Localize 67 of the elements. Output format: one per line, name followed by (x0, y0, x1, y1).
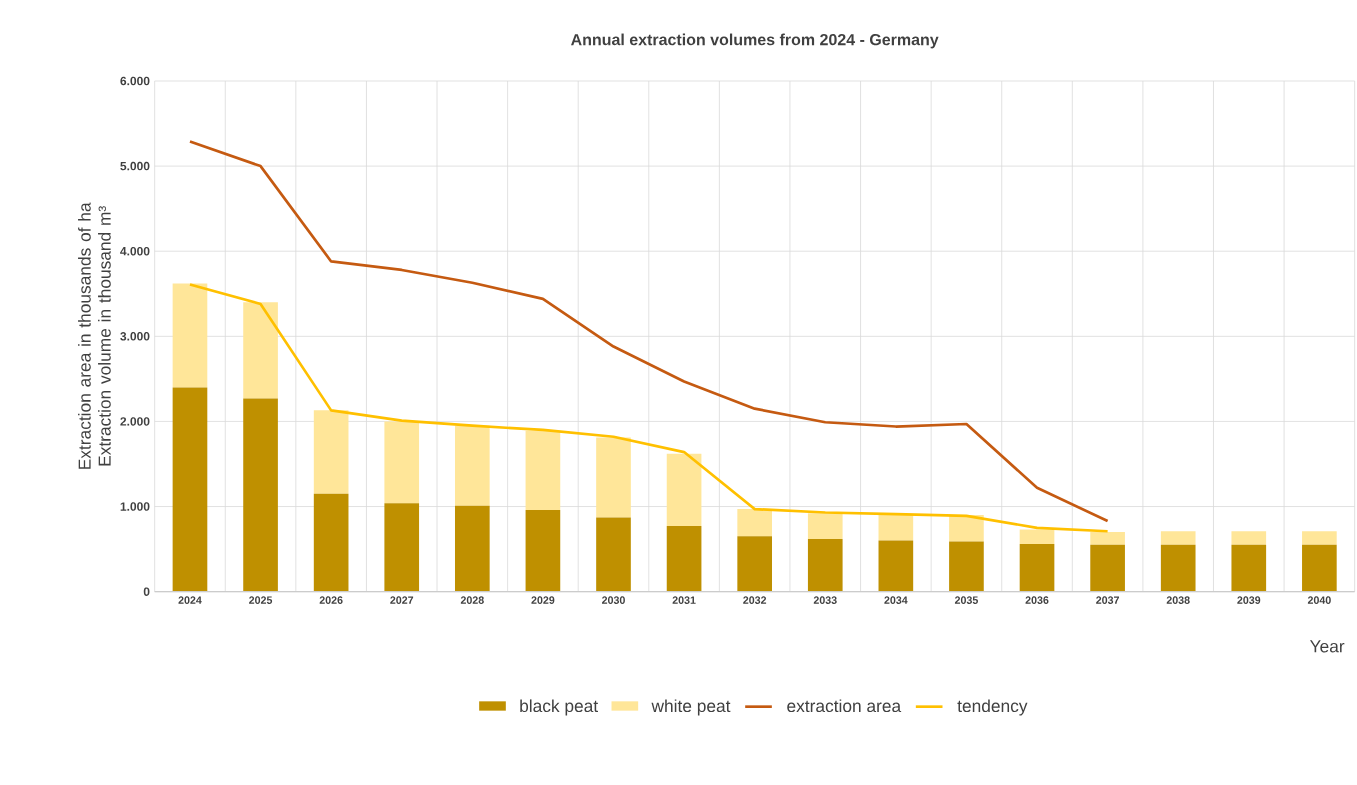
bar (1302, 531, 1337, 545)
x-axis-title: Year (1309, 640, 1345, 653)
x-tick-label: 2030 (602, 596, 625, 604)
y-tick-label: 2.000 (120, 417, 150, 426)
x-tick-label: 2037 (1096, 596, 1119, 604)
bar (384, 421, 420, 504)
bar (313, 410, 349, 494)
bar (807, 513, 843, 539)
x-tick-label: 2024 (178, 596, 202, 604)
y-tick-label: 6.000 (120, 76, 150, 86)
bar (1019, 529, 1055, 544)
bar (1090, 532, 1125, 545)
legend-label: tendency (957, 699, 1028, 716)
bar (949, 541, 984, 592)
bar (1019, 544, 1055, 592)
x-tick-label: 2033 (813, 596, 837, 604)
bar (1231, 531, 1267, 545)
bar (172, 387, 208, 592)
x-tick-label: 2035 (954, 596, 978, 604)
x-tick-label: 2025 (249, 596, 273, 604)
y-tick-label: 0 (143, 587, 150, 596)
x-tick-label: 2026 (319, 596, 343, 604)
bar (949, 515, 984, 542)
bar (454, 505, 490, 592)
bar (1160, 544, 1196, 592)
bar (454, 425, 490, 506)
x-tick-label: 2039 (1237, 596, 1261, 604)
x-tick-label: 2031 (672, 596, 696, 604)
bar (596, 437, 631, 518)
x-tick-label: 2028 (460, 596, 484, 604)
bar (243, 398, 278, 592)
bar (243, 302, 278, 399)
bar (384, 503, 420, 592)
x-tick-label: 2029 (531, 596, 555, 604)
bar (1231, 544, 1267, 592)
bar (878, 514, 914, 541)
line-series (188, 283, 1109, 533)
bar (666, 526, 702, 592)
bar (1090, 544, 1125, 592)
bar (807, 538, 843, 592)
legend-label: black peat (520, 699, 599, 716)
bar (525, 509, 561, 592)
x-tick-label: 2038 (1166, 596, 1190, 604)
y-tick-label: 4.000 (120, 246, 150, 256)
bar (1160, 531, 1196, 545)
bar (596, 517, 631, 592)
x-tick-label: 2034 (884, 596, 908, 604)
legend-label: extraction area (787, 699, 902, 713)
bar (737, 536, 773, 592)
legend-label: white peat (651, 699, 731, 716)
y-tick-label: 3.000 (120, 332, 150, 341)
bar (666, 453, 702, 527)
y-tick-label: 1.000 (120, 502, 150, 511)
chart-title: Annual extraction volumes from 2024 - Germany (571, 33, 939, 49)
bar (525, 430, 561, 510)
x-tick-label: 2032 (743, 596, 767, 604)
y-axis-title: Extraction area in thousands of ha Extraction volume in thousand m³ (78, 202, 111, 469)
y-tick-label: 5.000 (120, 161, 150, 171)
bar (313, 493, 349, 592)
x-tick-label: 2040 (1307, 596, 1331, 604)
bar (878, 540, 914, 592)
line-series (188, 140, 1109, 523)
x-tick-label: 2027 (390, 596, 414, 604)
bar (172, 283, 208, 388)
x-tick-label: 2036 (1025, 596, 1049, 604)
bar (737, 509, 773, 537)
bar (1302, 544, 1337, 592)
